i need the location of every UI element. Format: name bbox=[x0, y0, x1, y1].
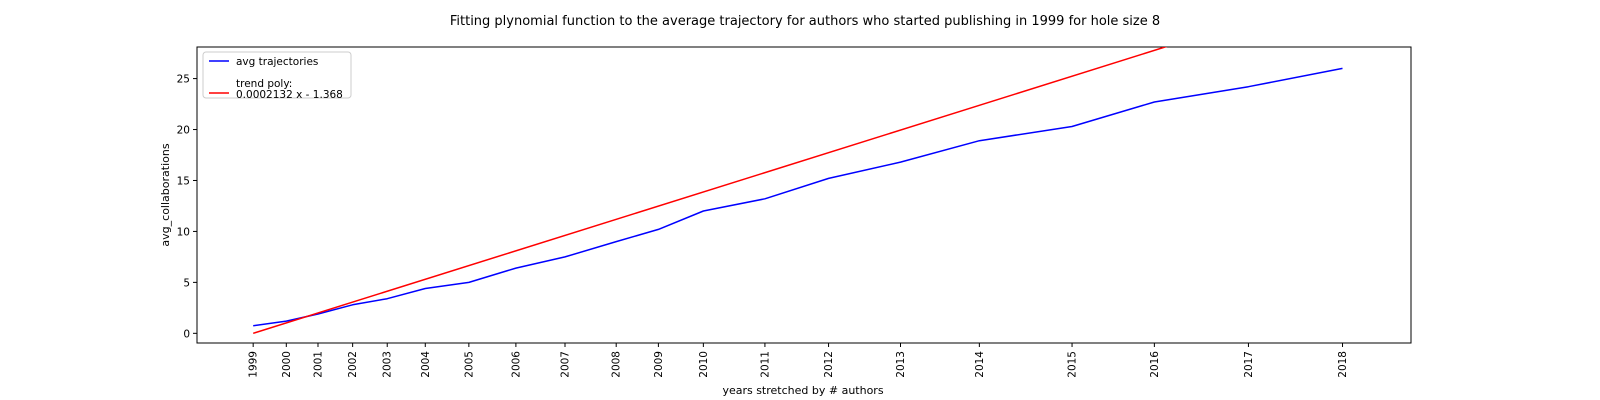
legend-label-avg: avg trajectories bbox=[236, 56, 318, 68]
x-tick-label: 2014 bbox=[974, 351, 986, 378]
x-tick-label: 2015 bbox=[1067, 351, 1079, 378]
y-tick-label: 5 bbox=[183, 277, 190, 289]
x-tick-label: 2010 bbox=[698, 351, 710, 378]
x-tick-label: 2012 bbox=[823, 351, 835, 378]
x-tick-label: 2003 bbox=[382, 351, 394, 378]
x-tick-label: 2004 bbox=[420, 351, 432, 378]
x-tick-label: 2001 bbox=[312, 351, 324, 378]
x-tick-label: 2008 bbox=[611, 351, 623, 378]
avg-trajectories-line bbox=[253, 67, 1343, 327]
x-tick-label: 2009 bbox=[653, 351, 665, 378]
y-tick-label: 0 bbox=[183, 328, 190, 340]
x-tick-label: 2017 bbox=[1243, 351, 1255, 378]
x-tick-label: 2013 bbox=[895, 351, 907, 378]
x-axis-ticks: 1999 2000 2001 2002 2003 2004 2005 2006 2007 2008… bbox=[248, 343, 1349, 378]
y-tick-label: 25 bbox=[177, 74, 190, 86]
plot-area-frame bbox=[196, 46, 1412, 344]
x-tick-label: 2000 bbox=[281, 351, 293, 378]
x-tick-label: 2016 bbox=[1149, 351, 1161, 378]
x-tick-label: 1999 bbox=[248, 351, 260, 378]
trend-poly-line bbox=[252, 47, 1168, 335]
legend-box bbox=[202, 51, 352, 99]
y-axis-label: avg_collaborations bbox=[159, 143, 172, 246]
y-tick-label: 20 bbox=[177, 125, 190, 137]
y-tick-label: 15 bbox=[177, 175, 190, 187]
x-tick-label: 2005 bbox=[463, 351, 475, 378]
x-tick-label: 2011 bbox=[759, 351, 771, 378]
series-layer bbox=[252, 47, 1343, 335]
y-axis-ticks: 0 5 10 15 20 25 bbox=[177, 74, 197, 340]
legend-label-trend: trend poly: bbox=[236, 78, 292, 90]
x-tick-label: 2018 bbox=[1337, 351, 1349, 378]
y-tick-label: 10 bbox=[177, 226, 190, 238]
legend: avg trajectories trend poly:0.0002132 x -… bbox=[202, 51, 352, 101]
x-tick-label: 2006 bbox=[510, 351, 522, 378]
x-axis-label: years stretched by # authors bbox=[722, 384, 883, 397]
x-tick-label: 2002 bbox=[347, 351, 359, 378]
x-tick-label: 2007 bbox=[560, 351, 572, 378]
chart-title: Fitting plynomial function to the averag… bbox=[450, 14, 1160, 29]
legend-label-trend: 0.0002132 x - 1.368 bbox=[236, 89, 343, 101]
